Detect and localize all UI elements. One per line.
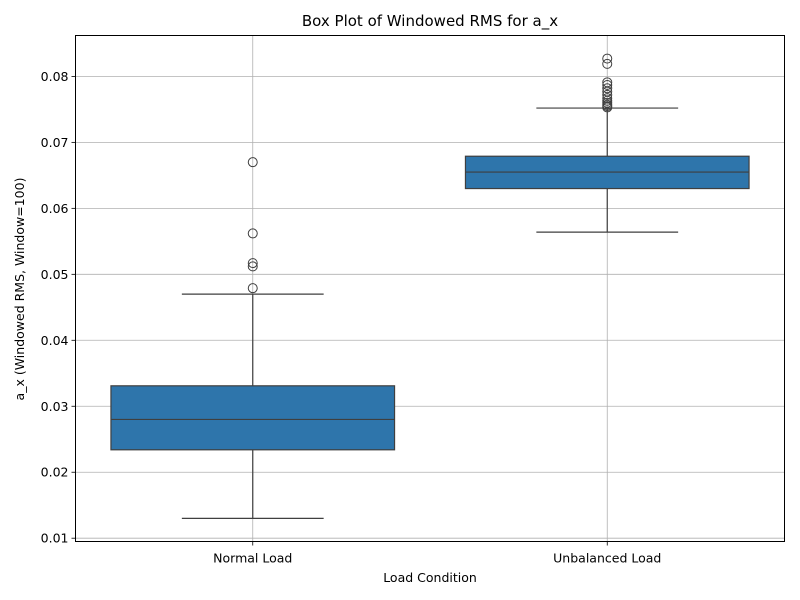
- outlier-point: [247, 283, 258, 294]
- outlier-point: [602, 53, 613, 64]
- axes: 0.01 0.02 0.03 0.04 0.05 0.06 0.07 0.08 Normal L…: [41, 69, 662, 566]
- y-tick-label: 0.07: [41, 135, 69, 150]
- y-tick-label: 0.03: [41, 399, 69, 414]
- y-tick-label: 0.01: [41, 531, 69, 546]
- outlier-point: [602, 83, 613, 94]
- outlier-point: [602, 58, 613, 69]
- y-tick-label: 0.06: [41, 201, 69, 216]
- iqr-box: [110, 385, 396, 451]
- chart-title: Box Plot of Windowed RMS for a_x: [302, 12, 558, 31]
- y-tick-label: 0.04: [41, 333, 69, 348]
- x-tick-label: Normal Load: [213, 551, 292, 566]
- plot-frame: [75, 35, 785, 542]
- x-axis-label: Load Condition: [383, 570, 477, 585]
- outlier-point: [247, 258, 258, 269]
- outlier-point: [602, 93, 613, 104]
- y-axis-label: a_x (Windowed RMS, Window=100): [12, 178, 27, 401]
- outlier-point: [247, 157, 258, 168]
- y-tick-label: 0.05: [41, 267, 69, 282]
- x-tick-label: Unbalanced Load: [553, 551, 661, 566]
- y-tick-label: 0.08: [41, 69, 69, 84]
- outlier-point: [602, 79, 613, 90]
- plot-area: [110, 53, 750, 520]
- outlier-point: [602, 77, 613, 88]
- y-tick-label: 0.02: [41, 465, 69, 480]
- outlier-point: [247, 261, 258, 272]
- grid: [75, 35, 785, 542]
- outlier-point: [602, 89, 613, 100]
- outlier-point: [247, 228, 258, 239]
